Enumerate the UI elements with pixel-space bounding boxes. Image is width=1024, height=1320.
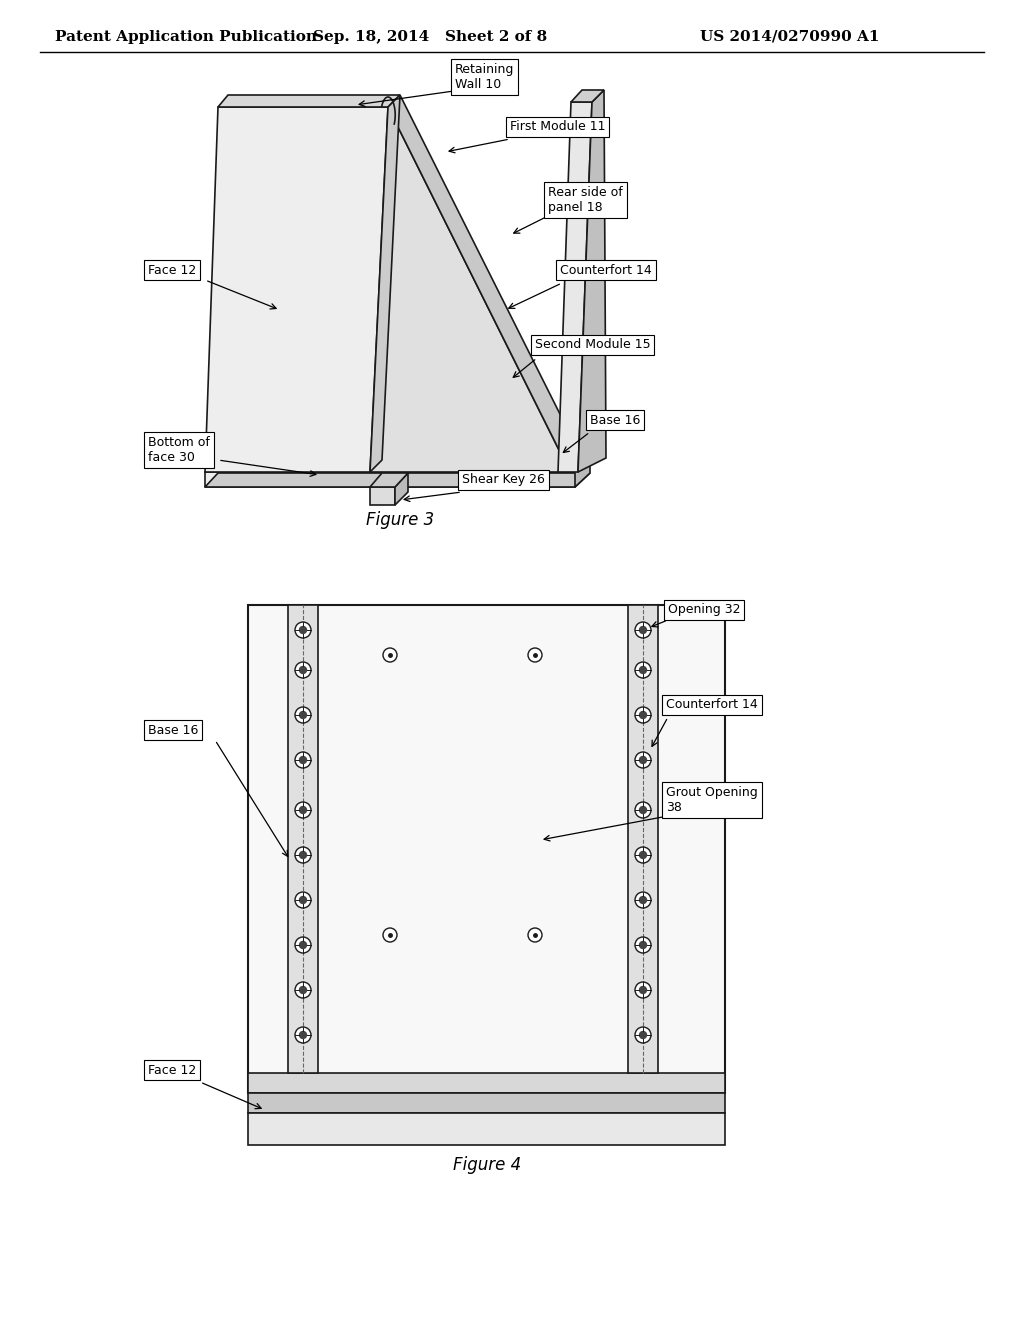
Polygon shape (370, 95, 400, 473)
Circle shape (295, 847, 311, 863)
Circle shape (635, 937, 651, 953)
Circle shape (640, 896, 646, 903)
Polygon shape (370, 473, 408, 487)
Text: Base 16: Base 16 (148, 723, 199, 737)
Circle shape (635, 847, 651, 863)
Circle shape (640, 941, 646, 949)
Text: Figure 4: Figure 4 (453, 1156, 521, 1173)
Circle shape (299, 986, 306, 994)
Polygon shape (248, 1113, 725, 1144)
Polygon shape (575, 458, 590, 487)
Text: Sep. 18, 2014   Sheet 2 of 8: Sep. 18, 2014 Sheet 2 of 8 (313, 30, 547, 44)
Circle shape (299, 807, 306, 813)
Circle shape (528, 928, 542, 942)
Circle shape (640, 756, 646, 763)
Text: Second Module 15: Second Module 15 (535, 338, 650, 351)
Polygon shape (248, 1073, 725, 1093)
Text: Counterfort 14: Counterfort 14 (560, 264, 651, 276)
Circle shape (640, 1031, 646, 1039)
Bar (248, 605, 725, 1093)
Polygon shape (205, 458, 590, 473)
Polygon shape (558, 102, 592, 473)
Text: Shear Key 26: Shear Key 26 (462, 474, 545, 487)
Polygon shape (388, 95, 582, 473)
Circle shape (295, 622, 311, 638)
Circle shape (295, 892, 311, 908)
Circle shape (383, 648, 397, 663)
Polygon shape (205, 473, 590, 487)
Circle shape (635, 752, 651, 768)
Circle shape (295, 1027, 311, 1043)
Polygon shape (395, 473, 408, 506)
Polygon shape (288, 605, 318, 1073)
Text: First Module 11: First Module 11 (510, 120, 605, 133)
Polygon shape (370, 107, 570, 473)
Text: Retaining
Wall 10: Retaining Wall 10 (455, 63, 514, 91)
Circle shape (299, 851, 306, 858)
Circle shape (295, 803, 311, 818)
Polygon shape (578, 90, 606, 473)
Text: Counterfort 14: Counterfort 14 (666, 698, 758, 711)
Circle shape (640, 667, 646, 673)
Polygon shape (205, 473, 575, 487)
Circle shape (299, 667, 306, 673)
Circle shape (299, 627, 306, 634)
Text: Base 16: Base 16 (590, 413, 640, 426)
Text: Rear side of
panel 18: Rear side of panel 18 (548, 186, 623, 214)
Circle shape (299, 896, 306, 903)
Circle shape (640, 807, 646, 813)
Text: Patent Application Publication: Patent Application Publication (55, 30, 317, 44)
Polygon shape (628, 605, 658, 1073)
Text: US 2014/0270990 A1: US 2014/0270990 A1 (700, 30, 880, 44)
Circle shape (528, 648, 542, 663)
Circle shape (640, 986, 646, 994)
Circle shape (295, 937, 311, 953)
Circle shape (299, 1031, 306, 1039)
Circle shape (299, 941, 306, 949)
Circle shape (383, 928, 397, 942)
Circle shape (299, 711, 306, 718)
Circle shape (295, 663, 311, 678)
Circle shape (640, 851, 646, 858)
Circle shape (635, 1027, 651, 1043)
Polygon shape (218, 95, 400, 107)
Circle shape (635, 892, 651, 908)
Circle shape (640, 627, 646, 634)
Circle shape (635, 663, 651, 678)
Circle shape (635, 708, 651, 723)
Text: Opening 32: Opening 32 (668, 603, 740, 616)
Text: Figure 3: Figure 3 (366, 511, 434, 529)
Circle shape (295, 752, 311, 768)
Circle shape (295, 982, 311, 998)
Circle shape (640, 711, 646, 718)
Circle shape (299, 756, 306, 763)
Circle shape (635, 803, 651, 818)
Circle shape (295, 708, 311, 723)
Polygon shape (205, 107, 388, 473)
Text: Bottom of
face 30: Bottom of face 30 (148, 436, 210, 465)
Circle shape (635, 622, 651, 638)
Polygon shape (248, 1093, 725, 1113)
Text: Face 12: Face 12 (148, 264, 197, 276)
Polygon shape (571, 90, 604, 102)
Text: Face 12: Face 12 (148, 1064, 197, 1077)
Circle shape (635, 982, 651, 998)
Polygon shape (370, 487, 395, 506)
Text: Grout Opening
38: Grout Opening 38 (666, 785, 758, 814)
